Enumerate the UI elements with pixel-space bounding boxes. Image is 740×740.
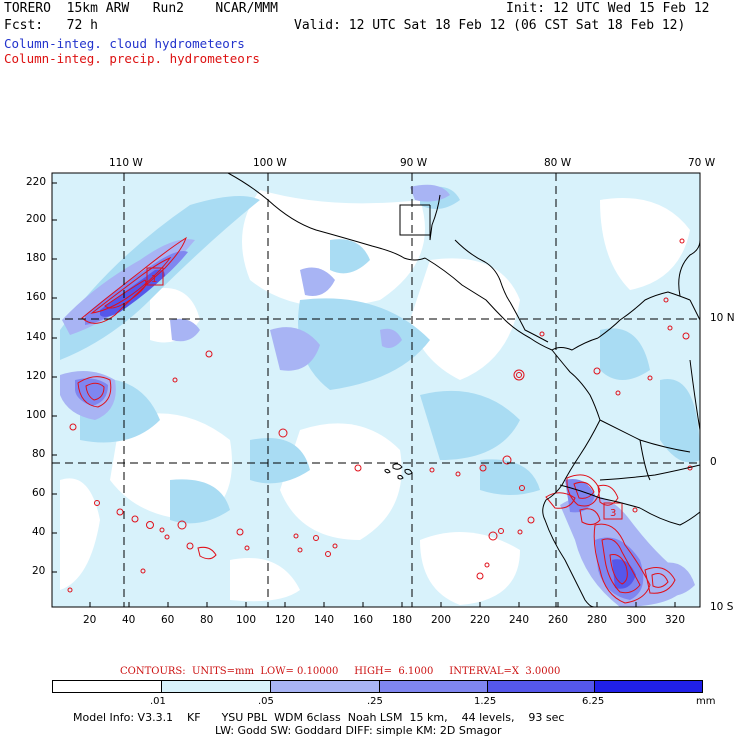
- x-tick-label: 60: [161, 614, 175, 626]
- x-tick-label: 240: [509, 614, 530, 626]
- graticule: [52, 173, 700, 607]
- x-tick-label: 260: [548, 614, 569, 626]
- contour-label-3: 3: [610, 508, 616, 519]
- y-tick-label: 80: [32, 448, 46, 460]
- lon-label-110w: 110 W: [109, 157, 143, 169]
- x-tick-label: 120: [275, 614, 296, 626]
- x-tick-label: 20: [83, 614, 97, 626]
- coastlines: [227, 173, 700, 607]
- model-info-line2: LW: Godd SW: Goddard DIFF: simple KM: 2D…: [215, 724, 502, 737]
- y-tick-label: 120: [26, 370, 47, 382]
- header-forecast-hour: Fcst: 72 h: [4, 18, 98, 33]
- x-tick-label: 320: [665, 614, 686, 626]
- x-tick-label: 200: [431, 614, 452, 626]
- y-tick-label: 100: [26, 409, 47, 421]
- y-tick-label: 60: [32, 487, 46, 499]
- header-valid-time: Valid: 12 UTC Sat 18 Feb 12 (06 CST Sat …: [294, 18, 686, 33]
- colorbar-bin-3: [270, 680, 380, 693]
- x-tick-label: 160: [353, 614, 374, 626]
- lon-label-100w: 100 W: [253, 157, 287, 169]
- x-tick-label: 40: [122, 614, 136, 626]
- y-tick-label: 200: [26, 213, 47, 225]
- colorbar-label: 1.25: [474, 696, 497, 707]
- field-cloud-label: Column-integ. cloud hydrometeors: [4, 36, 245, 51]
- x-tick-label: 180: [392, 614, 413, 626]
- y-tick-label: 160: [26, 291, 47, 303]
- field-precip-label: Column-integ. precip. hydrometeors: [4, 51, 260, 66]
- y-tick-label: 20: [32, 565, 46, 577]
- y-tick-label: 180: [26, 252, 47, 264]
- colorbar-bin-5: [487, 680, 595, 693]
- shaded-fields: 1 3: [52, 173, 700, 607]
- lon-label-70w: 70 W: [688, 157, 716, 169]
- colorbar-bin-4: [379, 680, 488, 693]
- contour-label-1: 1: [151, 274, 157, 285]
- lat-label-10s: 10 S: [710, 601, 734, 613]
- y-tick-label: 220: [26, 176, 47, 188]
- colorbar-bin-6: [594, 680, 703, 693]
- contour-info: CONTOURS: UNITS=mm LOW= 0.10000 HIGH= 6.…: [120, 666, 561, 677]
- x-tick-label: 280: [587, 614, 608, 626]
- colorbar-units: mm: [696, 696, 716, 707]
- x-tick-label: 80: [200, 614, 214, 626]
- colorbar-label: 6.25: [582, 696, 605, 707]
- colorbar-bin-1: [52, 680, 162, 693]
- x-tick-label: 300: [626, 614, 647, 626]
- colorbar-label: .25: [367, 696, 383, 707]
- y-tick-label: 40: [32, 526, 46, 538]
- x-tick-label: 220: [470, 614, 491, 626]
- colorbar-label: .01: [150, 696, 166, 707]
- colorbar-label: .05: [258, 696, 274, 707]
- lat-label-10n: 10 N: [710, 312, 735, 324]
- plot-frame: [51, 172, 701, 608]
- model-info-line1: Model Info: V3.3.1 KF YSU PBL WDM 6class…: [73, 711, 565, 724]
- y-tick-label: 140: [26, 331, 47, 343]
- axis-ticks: [52, 182, 676, 607]
- precip-contours: [67, 236, 693, 604]
- lon-label-90w: 90 W: [400, 157, 428, 169]
- x-tick-label: 100: [236, 614, 257, 626]
- header-model-title: TORERO 15km ARW Run2 NCAR/MMM: [4, 1, 278, 16]
- colorbar-bin-2: [161, 680, 271, 693]
- lat-label-0: 0: [710, 456, 717, 468]
- x-tick-label: 140: [314, 614, 335, 626]
- lon-label-80w: 80 W: [544, 157, 572, 169]
- header-init-time: Init: 12 UTC Wed 15 Feb 12: [506, 1, 710, 16]
